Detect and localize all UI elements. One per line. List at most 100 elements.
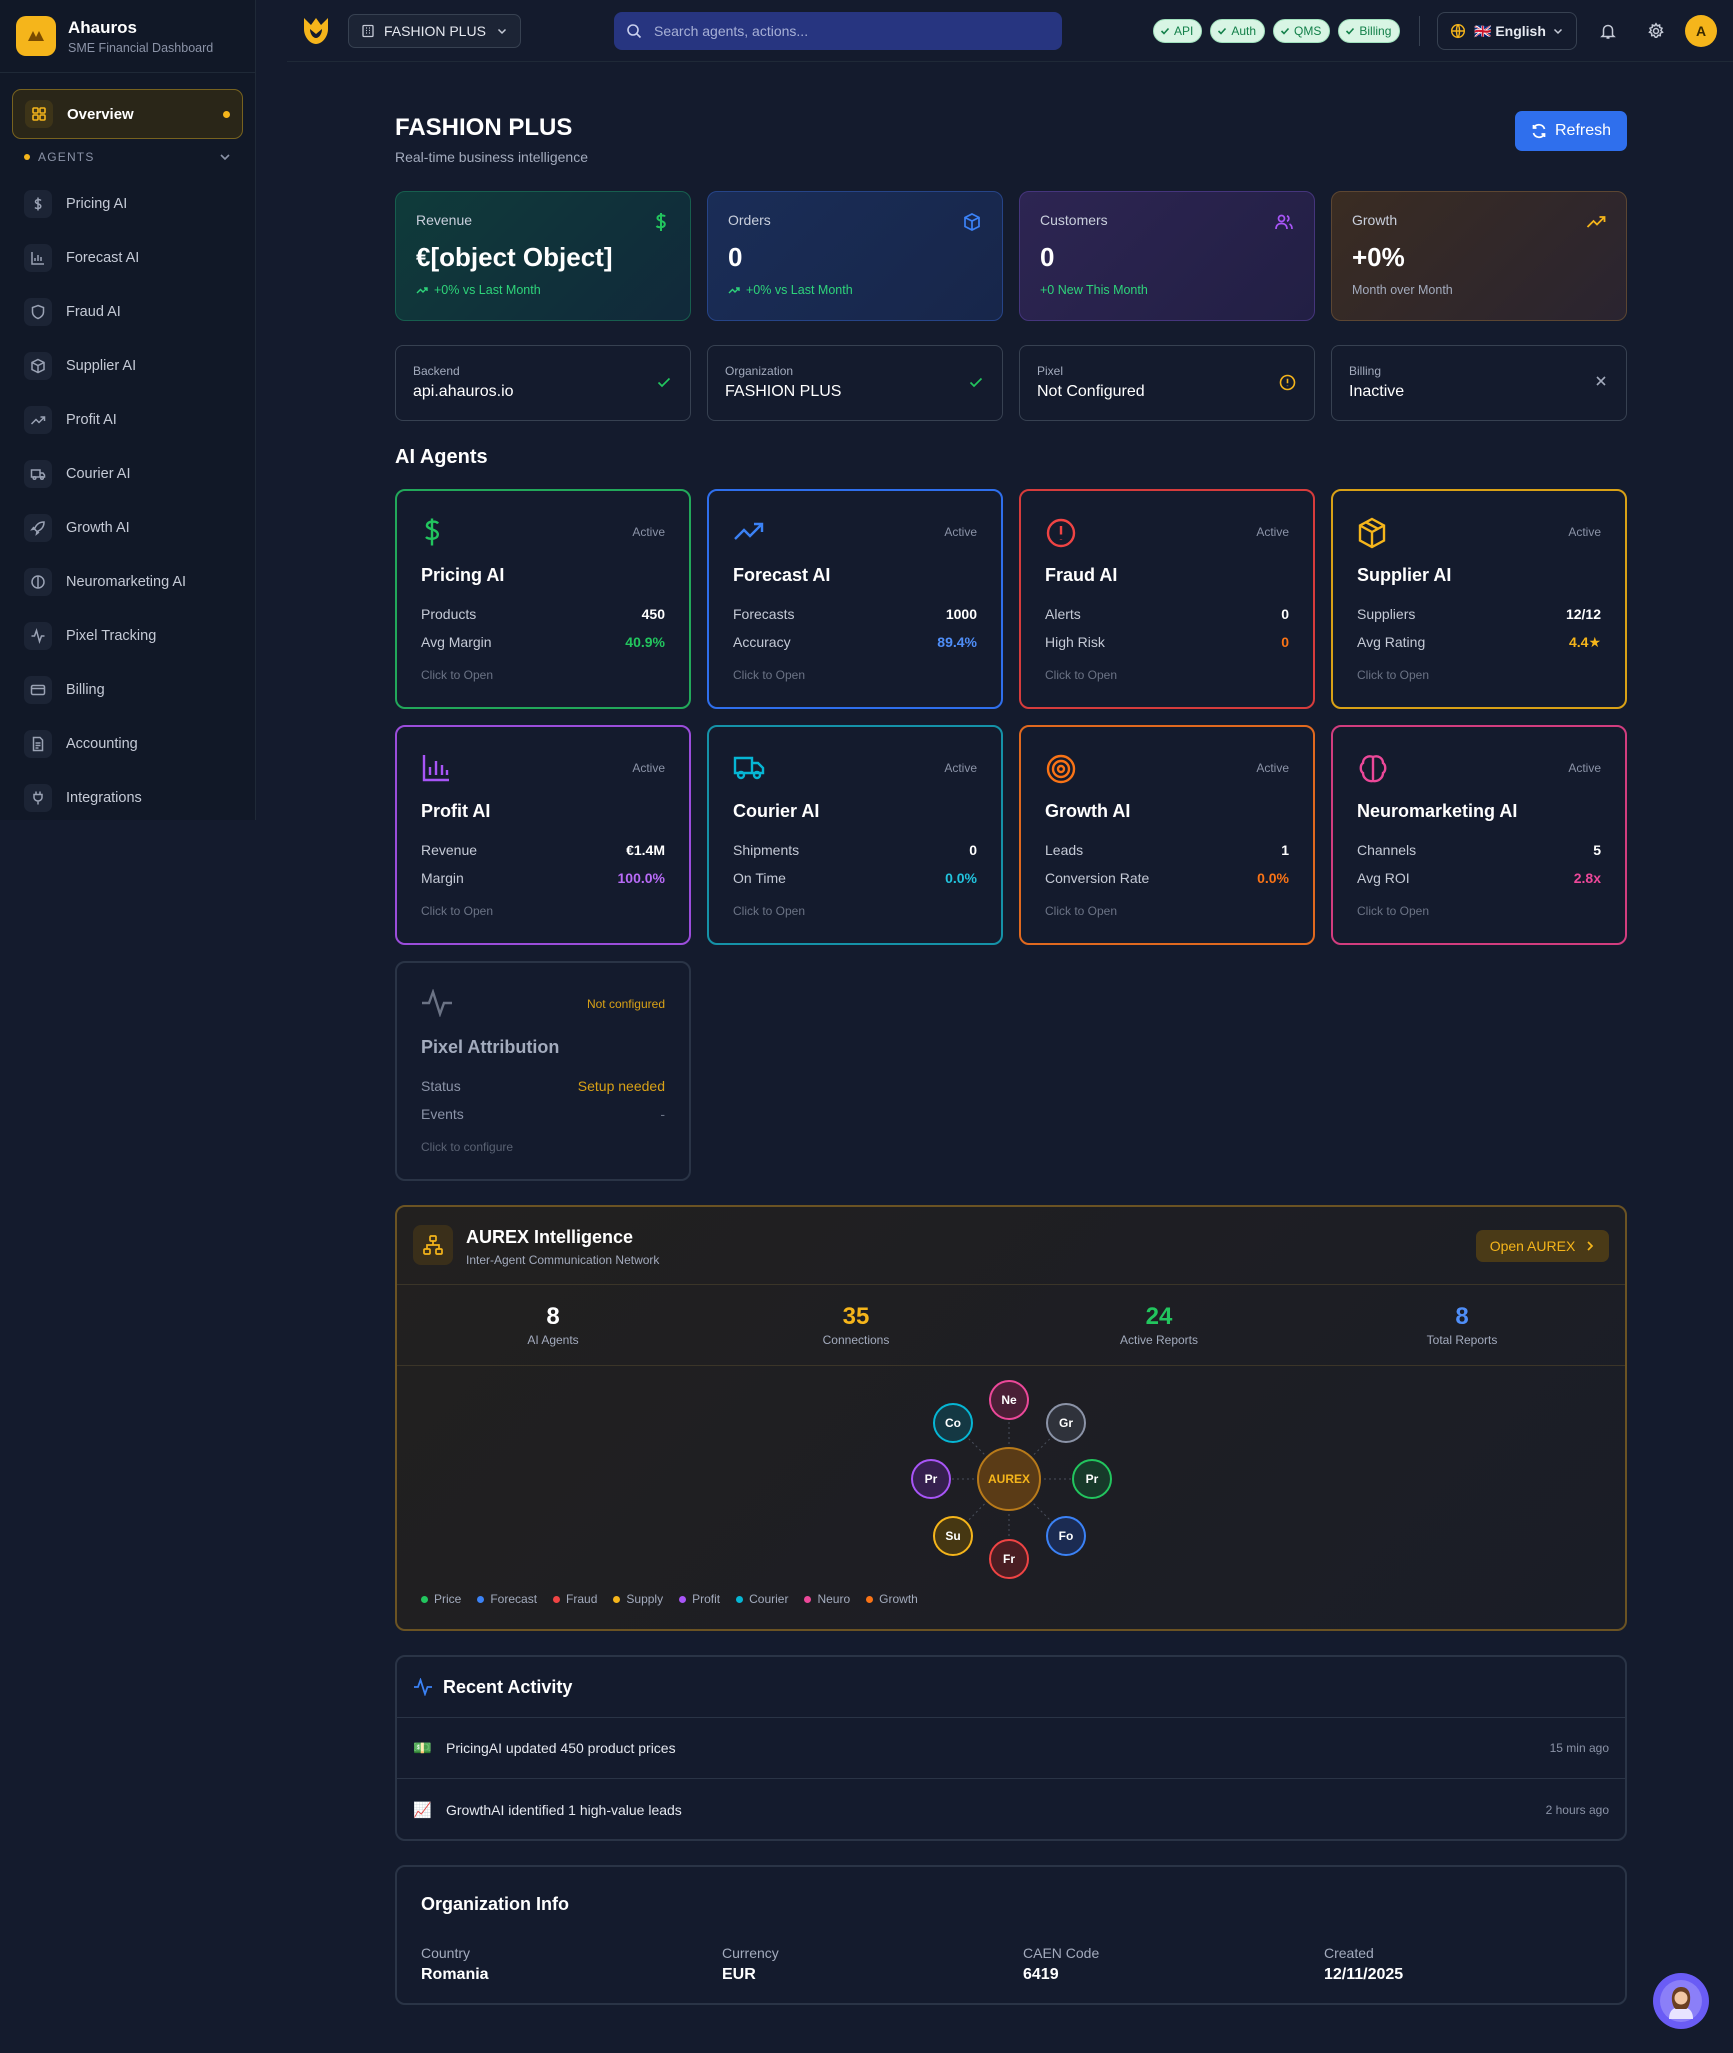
- kpi-subtext: +0% vs Last Month: [728, 283, 982, 297]
- metric-value: 1: [1281, 842, 1289, 858]
- metric-value: 0.0%: [1257, 870, 1289, 886]
- search-input[interactable]: [654, 23, 1050, 39]
- agent-name: Growth AI: [1045, 801, 1131, 821]
- stat-value: 24: [1145, 1303, 1173, 1330]
- settings-gear-icon[interactable]: [1644, 19, 1668, 43]
- status-pill-label: Billing: [1359, 24, 1392, 38]
- network-node-neuro[interactable]: Ne: [989, 1380, 1029, 1420]
- search-icon: [627, 24, 642, 39]
- agent-card-growth-ai[interactable]: Active Growth AI Leads 1 Conversion Rate 0…: [1019, 725, 1315, 945]
- agents-section-toggle[interactable]: AGENTS: [24, 150, 232, 164]
- agent-card-fraud-ai[interactable]: Active Fraud AI Alerts 0 High Risk 0 Click…: [1019, 489, 1315, 709]
- brain-icon: [24, 568, 52, 596]
- sidebar-item-integrations[interactable]: Integrations: [12, 771, 243, 825]
- sidebar-item-billing[interactable]: Billing: [12, 663, 243, 717]
- user-avatar[interactable]: A: [1685, 15, 1717, 47]
- sidebar-item-accounting[interactable]: Accounting: [12, 717, 243, 771]
- network-legend: Price Forecast Fraud Supply Profit Couri…: [421, 1592, 918, 1606]
- money-icon: 💵: [413, 1740, 432, 1757]
- network-node-fraud[interactable]: Fr: [989, 1539, 1029, 1579]
- metric-label: Forecasts: [733, 606, 795, 622]
- divider: [1419, 16, 1420, 46]
- org-selector[interactable]: FASHION PLUS: [348, 14, 521, 48]
- kpi-subtext-label: +0% vs Last Month: [746, 283, 853, 297]
- sidebar-item-supplier-ai[interactable]: Supplier AI: [12, 339, 243, 393]
- aurex-hub-node[interactable]: AUREX: [977, 1447, 1041, 1511]
- language-label: 🇬🇧 English: [1474, 22, 1546, 39]
- metric-label: Shipments: [733, 842, 800, 858]
- stat-ai-agents: 8 AI Agents: [453, 1303, 653, 1347]
- network-node-courier[interactable]: Co: [933, 1403, 973, 1443]
- metric-value: 5: [1593, 842, 1601, 858]
- credit-card-icon: [24, 676, 52, 704]
- sidebar-item-pricing-ai[interactable]: Pricing AI: [12, 177, 243, 231]
- aurex-intelligence-panel: AUREX Intelligence Inter-Agent Communica…: [395, 1205, 1627, 1631]
- sidebar-item-pixel-tracking[interactable]: Pixel Tracking: [12, 609, 243, 663]
- agent-metric-row: Events -: [421, 1106, 665, 1122]
- chevron-down-icon: [497, 28, 507, 35]
- language-selector[interactable]: 🇬🇧 English: [1437, 12, 1577, 50]
- kpi-value: +0%: [1352, 242, 1405, 272]
- metric-label: Revenue: [421, 842, 478, 858]
- status-label: Organization: [725, 364, 794, 378]
- trending-up-icon: [416, 287, 428, 294]
- sidebar-item-neuromarketing-ai[interactable]: Neuromarketing AI: [12, 555, 243, 609]
- agent-status: Active: [1568, 761, 1601, 775]
- package-icon: [962, 212, 982, 232]
- legend-item-neuro: Neuro: [804, 1592, 850, 1606]
- agent-card-pixel-attribution[interactable]: Not configured Pixel Attribution Status S…: [395, 961, 691, 1181]
- org-field-value: 6419: [1023, 1966, 1059, 1983]
- chevron-down-icon: [220, 154, 230, 161]
- notifications-bell-icon[interactable]: [1596, 19, 1620, 43]
- open-aurex-button[interactable]: Open AUREX: [1476, 1230, 1609, 1262]
- agent-status: Not configured: [586, 997, 665, 1011]
- service-status-pills: API Auth QMS Billing: [1153, 19, 1401, 43]
- network-node-price[interactable]: Pr: [1072, 1459, 1112, 1499]
- stat-connections: 35 Connections: [756, 1303, 956, 1347]
- agent-card-pricing-ai[interactable]: Active Pricing AI Products 450 Avg Margin…: [395, 489, 691, 709]
- agent-status: Active: [1256, 761, 1289, 775]
- alert-circle-icon: [1279, 374, 1296, 391]
- kpi-card-customers: Customers 0 +0 New This Month: [1019, 191, 1315, 321]
- status-pill-qms: QMS: [1273, 19, 1331, 43]
- network-node-growth[interactable]: Gr: [1046, 1403, 1086, 1443]
- organization-info-title: Organization Info: [421, 1894, 569, 1914]
- agent-card-forecast-ai[interactable]: Active Forecast AI Forecasts 1000 Accurac…: [707, 489, 1003, 709]
- refresh-label: Refresh: [1554, 122, 1612, 139]
- assistant-chat-button[interactable]: [1653, 1973, 1709, 2029]
- sidebar-item-growth-ai[interactable]: Growth AI: [12, 501, 243, 555]
- agent-card-profit-ai[interactable]: Active Profit AI Revenue €1.4M Margin 100.…: [395, 725, 691, 945]
- agent-card-neuromarketing-ai[interactable]: Active Neuromarketing AI Channels 5 Avg R…: [1331, 725, 1627, 945]
- metric-value: 4.4★: [1568, 634, 1601, 650]
- network-node-supply[interactable]: Su: [933, 1516, 973, 1556]
- sidebar-item-fraud-ai[interactable]: Fraud AI: [12, 285, 243, 339]
- metric-value: 1000: [945, 606, 977, 622]
- activity-item[interactable]: 💵 PricingAI updated 450 product prices 1…: [397, 1718, 1625, 1779]
- metric-label: Suppliers: [1357, 606, 1416, 622]
- activity-icon: [421, 989, 453, 1017]
- agent-cta: Click to Open: [1045, 668, 1118, 682]
- aurex-stats: 8 AI Agents 35 Connections 24 Active Report…: [397, 1285, 1625, 1366]
- stat-label: Connections: [822, 1333, 890, 1347]
- sidebar-item-courier-ai[interactable]: Courier AI: [12, 447, 243, 501]
- network-node-profit[interactable]: Pr: [911, 1459, 951, 1499]
- search-bar[interactable]: [614, 12, 1062, 50]
- sidebar-item-overview[interactable]: Overview: [12, 89, 243, 139]
- refresh-button[interactable]: Refresh: [1515, 111, 1627, 151]
- sidebar-item-label: Integrations: [66, 790, 142, 806]
- metric-label: High Risk: [1045, 634, 1105, 650]
- legend-item-supply: Supply: [613, 1592, 663, 1606]
- metric-label: Avg ROI: [1357, 870, 1410, 886]
- app-logo-icon[interactable]: [301, 15, 331, 47]
- metric-value: 12/12: [1565, 606, 1601, 622]
- sidebar-item-profit-ai[interactable]: Profit AI: [12, 393, 243, 447]
- rocket-icon: [24, 514, 52, 542]
- network-node-forecast[interactable]: Fo: [1046, 1516, 1086, 1556]
- sidebar-item-label: Supplier AI: [66, 358, 137, 374]
- activity-item[interactable]: 📈 GrowthAI identified 1 high-value leads…: [397, 1779, 1625, 1840]
- agent-card-courier-ai[interactable]: Active Courier AI Shipments 0 On Time 0.0%…: [707, 725, 1003, 945]
- sidebar-item-forecast-ai[interactable]: Forecast AI: [12, 231, 243, 285]
- agent-card-supplier-ai[interactable]: Active Supplier AI Suppliers 12/12 Avg Ra…: [1331, 489, 1627, 709]
- agent-metric-row: Avg ROI 2.8x: [1357, 870, 1601, 886]
- legend-label: Fraud: [566, 1592, 598, 1606]
